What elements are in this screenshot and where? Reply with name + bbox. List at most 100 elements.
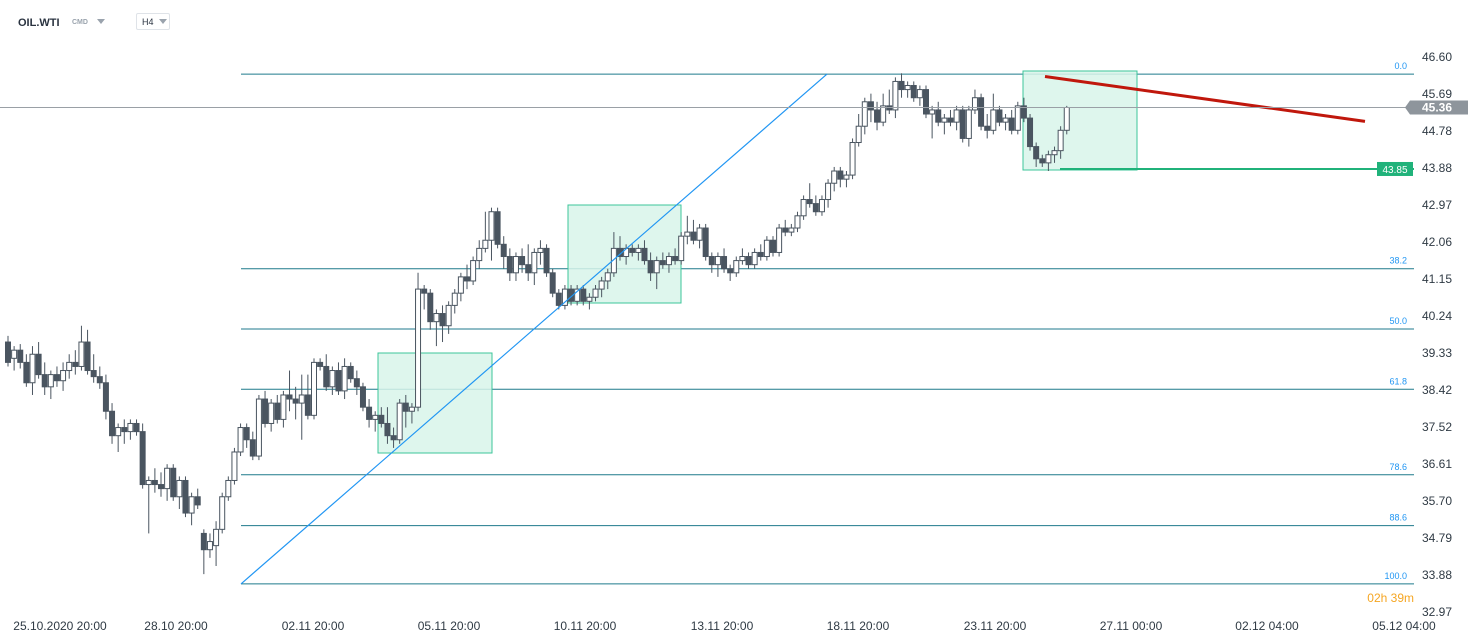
candle-body (249, 439, 256, 457)
bearish-candle (335, 362, 342, 395)
bearish-candle (96, 366, 103, 389)
chevron-down-icon[interactable] (97, 19, 105, 24)
candle-body (415, 288, 422, 408)
bearish-candle (292, 386, 299, 420)
candle-body (182, 479, 189, 514)
y-axis-tick-label: 43.88 (1422, 161, 1452, 175)
candle-body (488, 211, 495, 241)
x-axis-tick-label: 02.12 04:00 (1235, 619, 1299, 633)
bearish-candle (1020, 97, 1027, 123)
candle-body (323, 365, 330, 388)
bullish-candle (635, 244, 642, 261)
timeframe-select[interactable]: H4 (136, 13, 170, 30)
candle-body (213, 528, 220, 547)
x-axis-tick-label: 18.11 20:00 (827, 619, 890, 633)
bullish-candle (849, 138, 856, 180)
bullish-candle (592, 285, 599, 302)
bearish-candle (158, 472, 164, 497)
candle-body (200, 532, 207, 551)
candle-body (996, 109, 1003, 123)
bullish-candle (311, 358, 317, 420)
candle-body (665, 256, 672, 266)
bearish-candle (555, 289, 562, 310)
candle-body (133, 422, 140, 433)
bearish-candle (727, 264, 734, 281)
candle-body (739, 256, 746, 262)
bullish-candle (892, 77, 899, 119)
candle-body (304, 394, 311, 416)
candle-body (519, 256, 526, 266)
current-price-tag (1405, 100, 1468, 115)
candle-body (378, 414, 385, 424)
candle-body (647, 260, 654, 274)
candle-body (427, 292, 434, 323)
bullish-candle (415, 272, 422, 412)
candle-body (714, 256, 721, 266)
y-axis-tick-label: 38.42 (1422, 383, 1452, 397)
candle-body (941, 117, 948, 123)
symbol-label[interactable]: OIL.WTI (18, 17, 60, 29)
candle-body (102, 382, 109, 412)
candle-body (959, 109, 966, 139)
candle-body (359, 386, 366, 408)
bearish-candle (378, 407, 385, 428)
candle-body (1002, 117, 1009, 123)
bullish-candle (831, 166, 838, 192)
bearish-candle (170, 464, 177, 501)
bullish-candle (280, 390, 287, 428)
bearish-candle (959, 105, 966, 143)
candle-body (537, 247, 544, 253)
bearish-candle (439, 305, 446, 343)
candle-body (255, 398, 262, 457)
candle-body (206, 541, 213, 551)
current-price-tag-label: 45.36 (1422, 100, 1452, 114)
bearish-candle (837, 166, 844, 188)
candle-body (825, 182, 832, 201)
chevron-down-icon (159, 19, 167, 24)
bullish-candle (678, 232, 685, 265)
bullish-candle (29, 346, 36, 395)
candle-body (929, 109, 936, 115)
candle-body (653, 260, 660, 274)
bearish-candle (249, 431, 256, 461)
fib-level-label: 100.0 (1384, 571, 1407, 581)
candle-body (341, 365, 348, 392)
bullish-candle (916, 85, 923, 106)
candle-body (476, 247, 483, 262)
candle-body (880, 105, 887, 123)
bearish-candle (947, 109, 954, 127)
chart-header: OIL.WTI CMD H4 (0, 0, 300, 44)
bullish-candle (433, 309, 440, 347)
y-axis-tick-label: 42.06 (1422, 235, 1452, 249)
candle-body (47, 374, 54, 388)
candle-body (445, 304, 452, 327)
bearish-candle (390, 427, 397, 448)
candle-body (770, 239, 776, 253)
candle-body (500, 243, 507, 258)
candle-body (170, 467, 177, 498)
bullish-candle (78, 325, 85, 371)
candle-body (525, 264, 532, 274)
candle-body (745, 256, 752, 266)
bullish-candle (818, 195, 825, 216)
candle-body (109, 410, 116, 437)
bullish-candle (610, 232, 617, 277)
bullish-candle (164, 464, 171, 501)
bearish-candle (35, 342, 42, 379)
candle-body (635, 247, 642, 253)
bullish-candle (929, 105, 936, 139)
candle-body (311, 361, 317, 416)
candle-body (923, 89, 929, 115)
bearish-candle (549, 268, 556, 298)
candle-body (145, 479, 152, 486)
axes: 46.60 45.69 44.78 43.88 42.97 42.06 41.15 40.24… (13, 50, 1468, 633)
bearish-candle (910, 81, 917, 102)
bearish-candle (770, 236, 776, 257)
candle-body (1063, 106, 1070, 131)
bearish-candle (708, 252, 715, 273)
bullish-candle (482, 211, 489, 253)
candle-body (592, 288, 599, 298)
bullish-candle (396, 399, 403, 444)
candle-body (280, 394, 287, 420)
